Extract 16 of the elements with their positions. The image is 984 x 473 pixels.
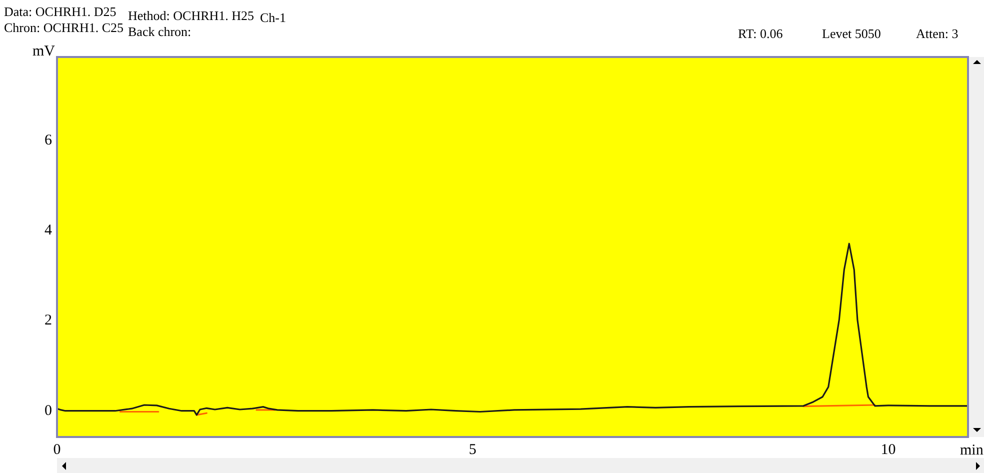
text: Atten: 3 xyxy=(916,26,958,42)
y-tick-label: 0 xyxy=(44,402,52,419)
y-tick-label: 4 xyxy=(44,222,52,238)
text: Chron: OCHRH1. C25 xyxy=(4,20,124,36)
x-tick-label: 5 xyxy=(468,442,476,458)
x-axis-title: min xyxy=(960,442,984,458)
text: Hethod: OCHRH1. H25 xyxy=(128,8,254,24)
text: Data: OCHRH1. D25 xyxy=(4,4,116,20)
text: Ch-1 xyxy=(260,10,286,26)
y-tick-label: 6 xyxy=(44,132,52,148)
text: Back chron: xyxy=(128,24,192,40)
y-tick-label: 2 xyxy=(44,312,52,329)
text: Levet 5050 xyxy=(822,26,881,42)
x-tick-label: 10 xyxy=(880,442,896,458)
text: RT: 0.06 xyxy=(738,26,783,42)
y-axis-title: mV xyxy=(32,43,56,60)
